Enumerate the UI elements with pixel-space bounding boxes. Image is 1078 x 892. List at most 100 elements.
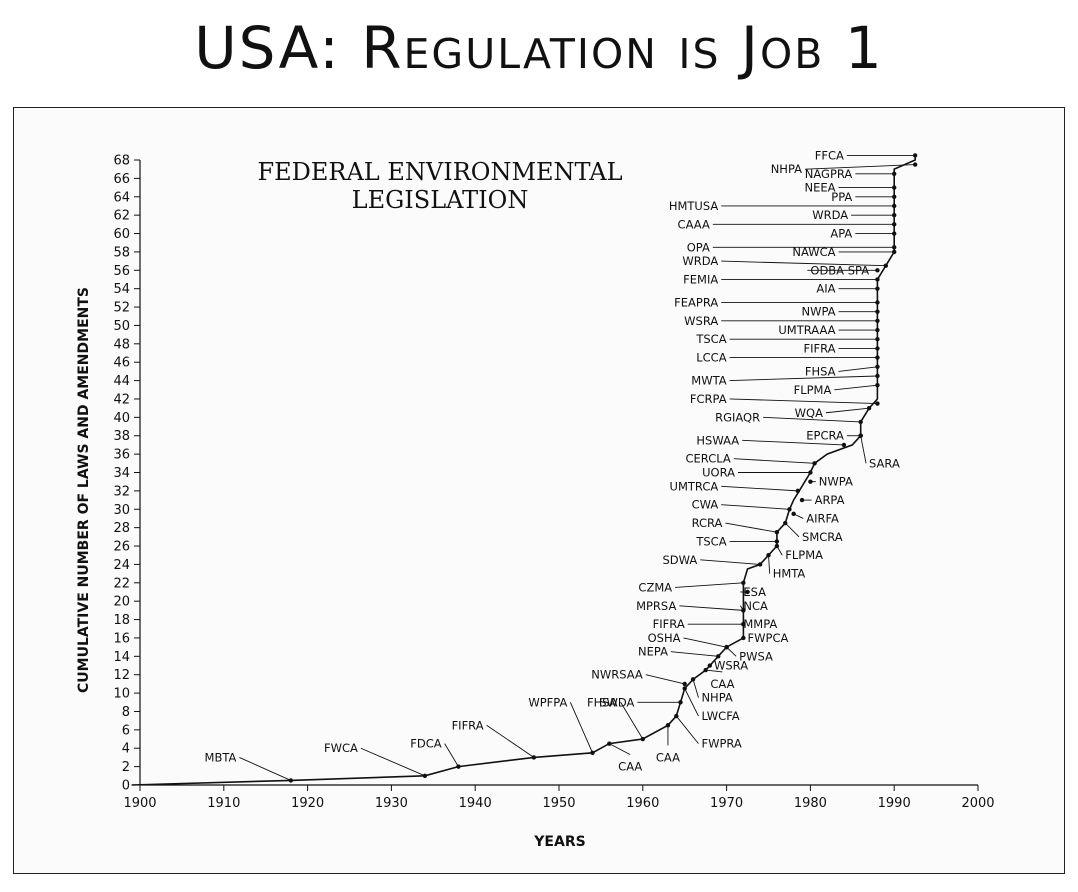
x-tick-label: 1910 (207, 796, 240, 811)
law-label: NHPA (771, 162, 802, 176)
annotation-leader (675, 582, 744, 588)
chart-axes: 1900 1910 1920 1930 1940 1950 1960 1970 1980 1990… (113, 154, 994, 812)
law-label: ARPA (815, 493, 845, 507)
y-tick-label: 24 (113, 558, 130, 573)
x-tick-label: 1960 (626, 796, 659, 811)
y-tick-label: 54 (113, 282, 130, 297)
law-label: ESA (743, 585, 766, 599)
annotation-leader (784, 522, 800, 538)
law-label: UMTRAAA (778, 323, 835, 337)
law-label: FWPCA (748, 631, 789, 645)
annotation-leader (729, 375, 878, 382)
law-point (682, 681, 687, 687)
law-label: CAAA (678, 217, 710, 231)
law-point (745, 589, 750, 595)
law-label: SARA (869, 456, 900, 470)
annotation-leader (692, 679, 699, 698)
y-tick-label: 30 (113, 503, 130, 518)
y-tick-label: 6 (122, 723, 130, 738)
x-tick-label: 1990 (878, 796, 911, 811)
annotation-leader (725, 522, 777, 533)
page-headline: USA: Regulation is Job 1 (194, 14, 884, 82)
y-tick-label: 12 (113, 668, 130, 683)
y-tick-label: 16 (113, 631, 130, 646)
x-tick-label: 1940 (459, 796, 492, 811)
y-tick-label: 50 (113, 319, 130, 334)
x-tick-label: 2000 (961, 796, 994, 811)
y-tick-label: 52 (113, 301, 130, 316)
y-tick-label: 60 (113, 227, 130, 242)
law-label: FLPMA (785, 548, 823, 562)
law-label: WRDA (682, 254, 718, 268)
law-point (875, 401, 880, 406)
law-label: HMTUSA (669, 199, 719, 213)
law-label: SDWA (663, 553, 698, 567)
law-label: EPCRA (806, 429, 844, 443)
law-label: FWCA (324, 741, 358, 755)
law-point (791, 511, 796, 517)
law-label: WPFPA (528, 695, 567, 709)
law-label: CZMA (638, 580, 672, 594)
law-label: RGIAQR (715, 410, 760, 424)
law-label: RCRA (692, 516, 723, 530)
law-label: CWA (692, 498, 719, 512)
y-tick-label: 0 (122, 779, 130, 794)
law-label: LCCA (696, 351, 726, 365)
law-label: NWPA (801, 305, 835, 319)
x-axis-title: YEARS (533, 834, 585, 850)
y-tick-label: 8 (122, 705, 130, 720)
law-label: UORA (702, 466, 735, 480)
law-label: FEMIA (683, 272, 718, 286)
law-label: MWTA (691, 374, 726, 388)
x-tick-label: 1970 (710, 796, 743, 811)
y-tick-label: 42 (113, 392, 130, 407)
y-tick-label: 66 (113, 172, 130, 187)
y-tick-label: 68 (113, 154, 130, 169)
y-tick-label: 10 (113, 687, 130, 702)
law-label: WQA (795, 406, 823, 420)
y-tick-label: 14 (113, 650, 130, 665)
law-label: MMPA (743, 617, 777, 631)
y-tick-label: 18 (113, 613, 130, 628)
x-tick-label: 1900 (123, 796, 156, 811)
law-label: FCRPA (690, 392, 727, 406)
law-label: MBTA (205, 750, 237, 764)
law-label: FIFRA (452, 718, 484, 732)
annotation-leader (763, 416, 861, 423)
law-label: FLPMA (794, 383, 832, 397)
law-label: NAGPRA (805, 167, 853, 181)
x-tick-label: 1950 (542, 796, 575, 811)
y-tick-label: 20 (113, 595, 130, 610)
y-tick-label: 28 (113, 521, 130, 536)
y-tick-label: 38 (113, 429, 130, 444)
annotation-leader (645, 674, 685, 685)
annotation-leader (729, 398, 878, 405)
law-label: NEEA (805, 181, 836, 195)
law-point (808, 479, 813, 484)
cumulative-line (131, 155, 916, 786)
law-label: OSHA (648, 631, 681, 645)
annotation-leader (675, 715, 699, 744)
annotation-leader (609, 743, 631, 756)
annotation-leader (742, 439, 844, 446)
y-tick-label: 4 (122, 742, 130, 757)
y-tick-label: 34 (113, 466, 130, 481)
law-label: NCA (743, 599, 768, 613)
law-label: SMCRA (802, 530, 843, 544)
law-label: UMTRCA (670, 479, 719, 493)
law-label: OPA (687, 240, 710, 254)
annotation-leader (679, 605, 744, 611)
y-tick-label: 26 (113, 540, 130, 555)
law-label: PWSA (739, 649, 773, 663)
law-label: WSRA (714, 659, 748, 673)
annotation-leader (360, 747, 426, 777)
annotation-leader (838, 366, 878, 372)
law-label: NEPA (638, 645, 668, 659)
law-label: ODBA SPA (810, 263, 869, 277)
y-tick-label: 46 (113, 356, 130, 371)
annotation-leader (486, 724, 535, 758)
law-label: FIFRA (653, 617, 685, 631)
chart-title-line-2: LEGISLATION (352, 186, 529, 214)
law-label: AIA (816, 282, 835, 296)
law-label: FHSA (805, 364, 836, 378)
